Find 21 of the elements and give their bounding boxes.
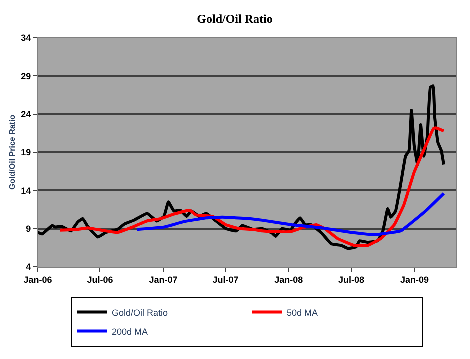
x-tick-label: Jan-06 (24, 274, 52, 285)
y-tick-label: 14 (21, 186, 32, 196)
legend-label: 50d MA (287, 308, 318, 318)
x-tick-label: Jul-06 (87, 274, 114, 285)
y-tick-label: 24 (21, 109, 32, 120)
chart-title: Gold/Oil Ratio (197, 12, 273, 26)
legend-label: 200d MA (112, 326, 148, 337)
y-tick-label: 34 (21, 33, 32, 44)
y-axis-title: Gold/Oil Price Ratio (8, 114, 17, 190)
y-tick-label: 4 (26, 262, 32, 272)
x-tick-label: Jan-08 (274, 274, 304, 285)
x-tick-label: Jul-08 (338, 274, 365, 285)
y-tick-label: 29 (21, 71, 32, 82)
x-tick-label: Jan-09 (400, 274, 430, 285)
x-tick-label: Jul-07 (212, 274, 239, 285)
legend-label: Gold/Oil Ratio (112, 308, 168, 318)
y-tick-label: 9 (26, 224, 32, 234)
y-tick-label: 19 (21, 148, 32, 158)
line-series (136, 192, 446, 236)
x-tick-label: Jan-07 (149, 274, 178, 285)
line-series (58, 126, 446, 248)
